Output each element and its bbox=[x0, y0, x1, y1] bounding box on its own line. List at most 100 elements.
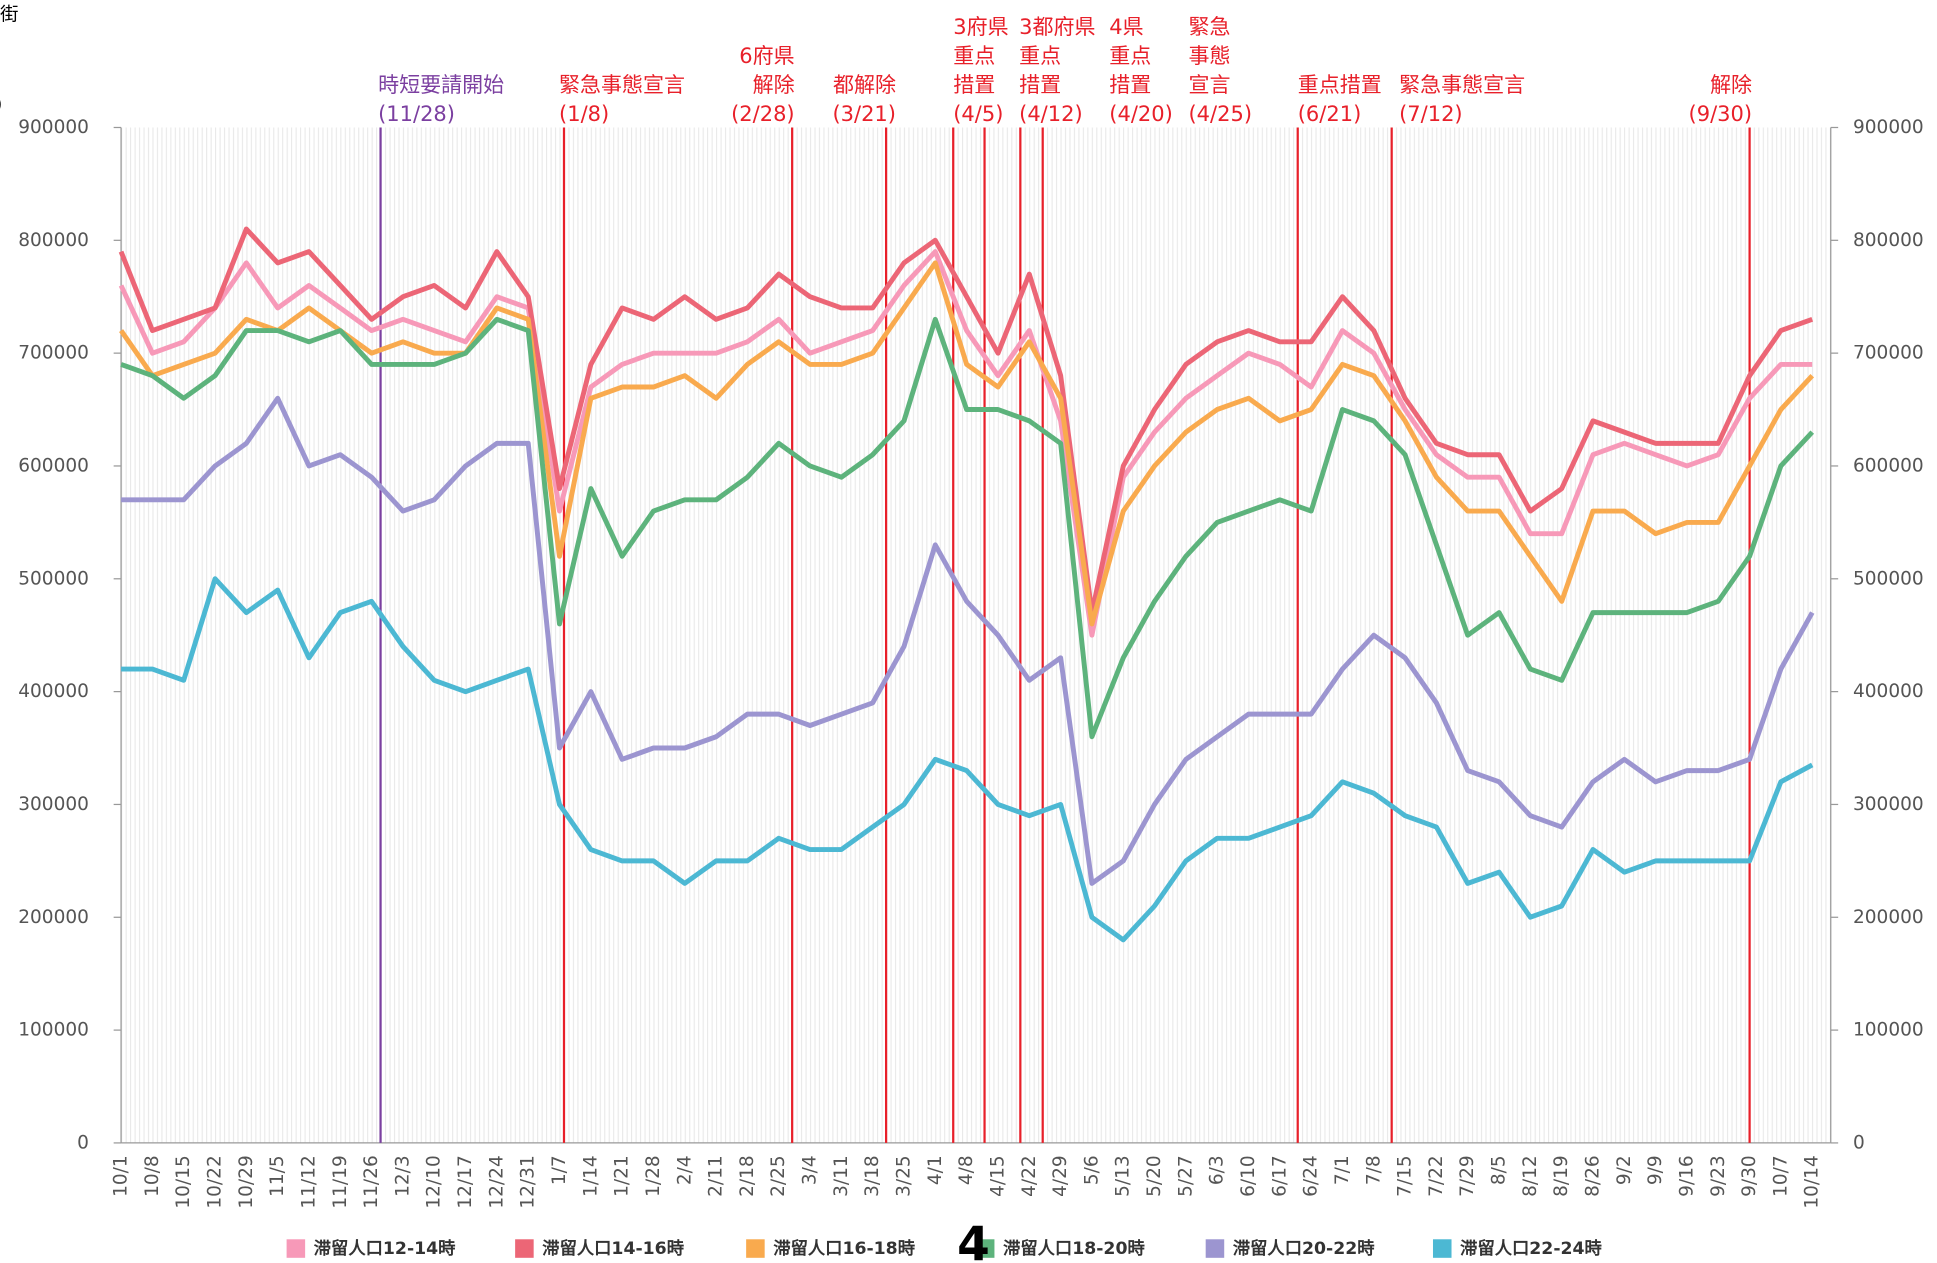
y2-tick-label: 0 bbox=[1853, 1132, 1865, 1153]
legend-label: 滞留人口14-16時 bbox=[542, 1238, 684, 1259]
y-tick-label: 700000 bbox=[18, 343, 89, 364]
x-tick-label: 10/7 bbox=[1770, 1155, 1791, 1197]
x-tick-label: 8/26 bbox=[1583, 1155, 1604, 1197]
y2-tick-label: 200000 bbox=[1853, 907, 1924, 928]
annotation-date: (4/12) bbox=[1019, 102, 1083, 126]
x-tick-label: 10/15 bbox=[173, 1155, 194, 1208]
annotation-date: (2/28) bbox=[731, 102, 795, 126]
plot-background bbox=[121, 127, 1831, 1143]
x-tick-label: 5/6 bbox=[1081, 1155, 1102, 1185]
x-tick-label: 12/3 bbox=[392, 1155, 413, 1197]
legend-swatch bbox=[515, 1239, 534, 1258]
legend-swatch bbox=[286, 1239, 306, 1258]
y2-tick-label: 900000 bbox=[1853, 117, 1924, 138]
x-tick-label: 11/5 bbox=[267, 1155, 288, 1197]
x-tick-label: 9/9 bbox=[1645, 1155, 1666, 1185]
series-line bbox=[120, 316, 1815, 740]
x-tick-label: 6/3 bbox=[1207, 1155, 1228, 1185]
x-tick-label: 7/22 bbox=[1426, 1155, 1447, 1197]
x-tick-label: 3/11 bbox=[831, 1155, 852, 1197]
x-tick-label: 3/25 bbox=[894, 1155, 915, 1197]
annotation-text: 措置 bbox=[953, 73, 995, 97]
x-tick-label: 9/2 bbox=[1614, 1155, 1635, 1185]
x-tick-label: 12/31 bbox=[518, 1155, 539, 1208]
x-tick-label: 9/16 bbox=[1676, 1155, 1697, 1197]
x-tick-label: 7/1 bbox=[1332, 1155, 1353, 1185]
annotation-date: (7/12) bbox=[1399, 102, 1463, 126]
x-tick-label: 8/5 bbox=[1489, 1155, 1510, 1185]
y-tick-label: 300000 bbox=[18, 794, 89, 815]
y2-tick-label: 600000 bbox=[1853, 455, 1924, 476]
y2-tick-label: 400000 bbox=[1853, 681, 1924, 702]
series-line bbox=[121, 395, 1815, 886]
x-tick-label: 10/22 bbox=[205, 1155, 226, 1208]
annotation-text: 解除 bbox=[1710, 73, 1752, 97]
y2-tick-label: 500000 bbox=[1853, 568, 1924, 589]
x-tick-label: 2/25 bbox=[768, 1155, 789, 1197]
annotation-text: 4県 bbox=[1109, 15, 1143, 39]
x-tick-label: 9/30 bbox=[1739, 1155, 1760, 1197]
x-tick-label: 10/1 bbox=[111, 1155, 132, 1197]
x-tick-label: 4/1 bbox=[925, 1155, 946, 1185]
y2-tick-label: 300000 bbox=[1853, 794, 1924, 815]
x-tick-label: 9/23 bbox=[1708, 1155, 1729, 1197]
y-tick-label: 0 bbox=[77, 1132, 89, 1153]
x-tick-label: 10/14 bbox=[1802, 1155, 1823, 1208]
x-tick-label: 3/18 bbox=[862, 1155, 883, 1197]
x-tick-label: 1/14 bbox=[580, 1155, 601, 1197]
annotation-date: (4/25) bbox=[1188, 102, 1252, 126]
annotation-date: (6/21) bbox=[1298, 102, 1362, 126]
annotation-text: 緊急 bbox=[1188, 15, 1230, 39]
corner-text: 街 bbox=[0, 5, 19, 26]
x-tick-label: 3/4 bbox=[800, 1155, 821, 1185]
y-tick-label: 500000 bbox=[18, 568, 89, 589]
x-tick-label: 12/10 bbox=[424, 1155, 445, 1208]
annotation-date: (3/21) bbox=[832, 102, 896, 126]
annotation-date: (11/28) bbox=[378, 102, 455, 126]
legend-label: 滞留人口18-20時 bbox=[1003, 1238, 1145, 1259]
x-tick-label: 5/27 bbox=[1175, 1155, 1196, 1197]
annotation-text: 事態 bbox=[1188, 44, 1230, 68]
x-tick-label: 8/19 bbox=[1551, 1155, 1572, 1197]
legend-label: 滞留人口20-22時 bbox=[1233, 1238, 1375, 1259]
annotation-text: 重点 bbox=[953, 44, 995, 68]
series-line bbox=[121, 576, 1814, 943]
annotation-text: 宣言 bbox=[1188, 73, 1230, 97]
y2-tick-label: 800000 bbox=[1853, 230, 1924, 251]
x-tick-label: 8/12 bbox=[1520, 1155, 1541, 1197]
x-tick-label: 4/22 bbox=[1019, 1155, 1040, 1197]
y2-tick-label: 100000 bbox=[1853, 1020, 1924, 1041]
x-tick-label: 1/7 bbox=[549, 1155, 570, 1185]
annotation-text: 解除 bbox=[753, 73, 795, 97]
annotation-text: 都解除 bbox=[833, 73, 896, 97]
annotation-text: 重点措置 bbox=[1298, 73, 1382, 97]
y-tick-label: 100000 bbox=[18, 1020, 89, 1041]
y-tick-label: 600000 bbox=[18, 455, 89, 476]
x-tick-label: 6/24 bbox=[1301, 1155, 1322, 1197]
annotation-date: (1/8) bbox=[559, 102, 609, 126]
x-tick-label: 1/28 bbox=[643, 1155, 664, 1197]
x-tick-label: 7/15 bbox=[1395, 1155, 1416, 1197]
x-tick-label: 10/8 bbox=[142, 1155, 163, 1197]
series-line bbox=[118, 226, 1814, 616]
x-tick-label: 12/24 bbox=[486, 1155, 507, 1208]
x-tick-label: 1/21 bbox=[612, 1155, 633, 1197]
annotation-text: 措置 bbox=[1109, 73, 1151, 97]
legend-swatch bbox=[1432, 1239, 1452, 1258]
annotation-text: 緊急事態宣言 bbox=[1399, 73, 1525, 97]
annotation-date: (4/20) bbox=[1109, 102, 1173, 126]
legend-swatch bbox=[1205, 1239, 1225, 1258]
x-tick-label: 5/13 bbox=[1113, 1155, 1134, 1197]
annotation-text: 重点 bbox=[1109, 44, 1151, 68]
y-tick-label: 400000 bbox=[18, 681, 89, 702]
x-tick-label: 4/8 bbox=[956, 1155, 977, 1185]
page-number: 4 bbox=[957, 1217, 990, 1263]
annotation-date: (9/30) bbox=[1689, 102, 1753, 126]
annotation-text: 重点 bbox=[1019, 44, 1061, 68]
x-tick-label: 7/29 bbox=[1457, 1155, 1478, 1197]
legend-label: 滞留人口16-18時 bbox=[773, 1238, 915, 1259]
x-tick-label: 2/11 bbox=[706, 1155, 727, 1197]
x-tick-label: 11/19 bbox=[330, 1155, 351, 1208]
y2-tick-label: 700000 bbox=[1853, 343, 1924, 364]
